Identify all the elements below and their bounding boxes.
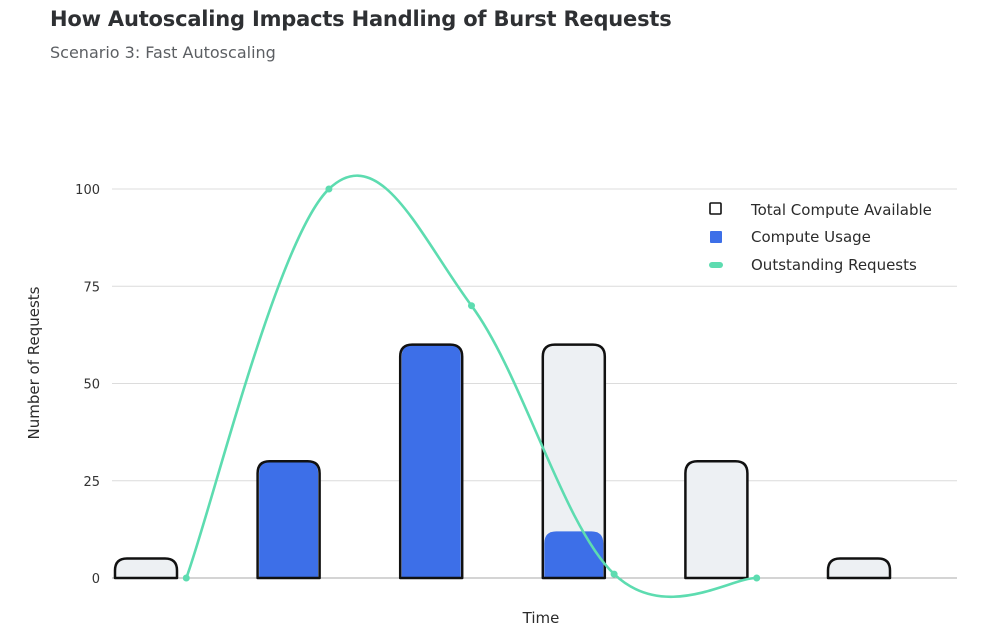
legend-swatch-total-compute bbox=[709, 202, 722, 215]
bar-total-compute bbox=[115, 558, 177, 578]
y-tick-label: 25 bbox=[83, 475, 100, 490]
point-outstanding-requests bbox=[325, 185, 333, 193]
point-outstanding-requests bbox=[468, 302, 475, 310]
point-outstanding-requests bbox=[753, 574, 761, 582]
axis-layer: Time Number of Requests bbox=[25, 286, 559, 627]
chart-subtitle: Scenario 3: Fast Autoscaling bbox=[50, 43, 276, 62]
point-outstanding-requests bbox=[610, 570, 618, 578]
bar-total-compute-outline bbox=[684, 460, 749, 580]
grid-layer: 0 25 50 75 100 bbox=[75, 183, 957, 587]
y-tick-label: 50 bbox=[83, 378, 100, 393]
y-tick-label: 100 bbox=[75, 183, 100, 198]
line-outstanding-requests bbox=[185, 174, 758, 599]
bar-compute-usage bbox=[401, 344, 461, 578]
legend-swatch-outstanding-requests bbox=[709, 262, 723, 268]
legend-label-total-compute: Total Compute Available bbox=[750, 201, 932, 219]
bar-total-compute-outline bbox=[826, 557, 892, 580]
bar-total-compute-outline bbox=[541, 343, 607, 580]
y-axis-label: Number of Requests bbox=[25, 286, 43, 439]
bar-total-compute bbox=[685, 461, 748, 578]
point-outstanding-requests bbox=[182, 574, 190, 582]
chart-title: How Autoscaling Impacts Handling of Burs… bbox=[50, 7, 672, 31]
line-layer bbox=[182, 174, 761, 599]
x-axis-label: Time bbox=[522, 609, 560, 627]
bar-total-compute-outline bbox=[113, 557, 179, 580]
bar-total-compute bbox=[542, 344, 605, 578]
legend: Total Compute Available Compute Usage Ou… bbox=[709, 201, 932, 274]
bar-compute-usage bbox=[544, 531, 604, 578]
bar-total-compute-outline bbox=[256, 460, 321, 580]
legend-label-outstanding-requests: Outstanding Requests bbox=[751, 256, 917, 274]
bar-compute-usage bbox=[259, 461, 319, 578]
legend-item-outstanding-requests[interactable]: Outstanding Requests bbox=[709, 256, 917, 274]
y-tick-label: 75 bbox=[83, 280, 100, 295]
bar-total-compute-outline bbox=[398, 343, 464, 580]
legend-item-total-compute[interactable]: Total Compute Available bbox=[709, 201, 932, 219]
legend-swatch-compute-usage bbox=[710, 231, 722, 243]
y-tick-label: 0 bbox=[92, 572, 100, 587]
bar-total-compute bbox=[828, 558, 890, 578]
bar-layer bbox=[113, 343, 892, 580]
legend-item-compute-usage[interactable]: Compute Usage bbox=[710, 228, 871, 246]
legend-label-compute-usage: Compute Usage bbox=[751, 228, 871, 246]
